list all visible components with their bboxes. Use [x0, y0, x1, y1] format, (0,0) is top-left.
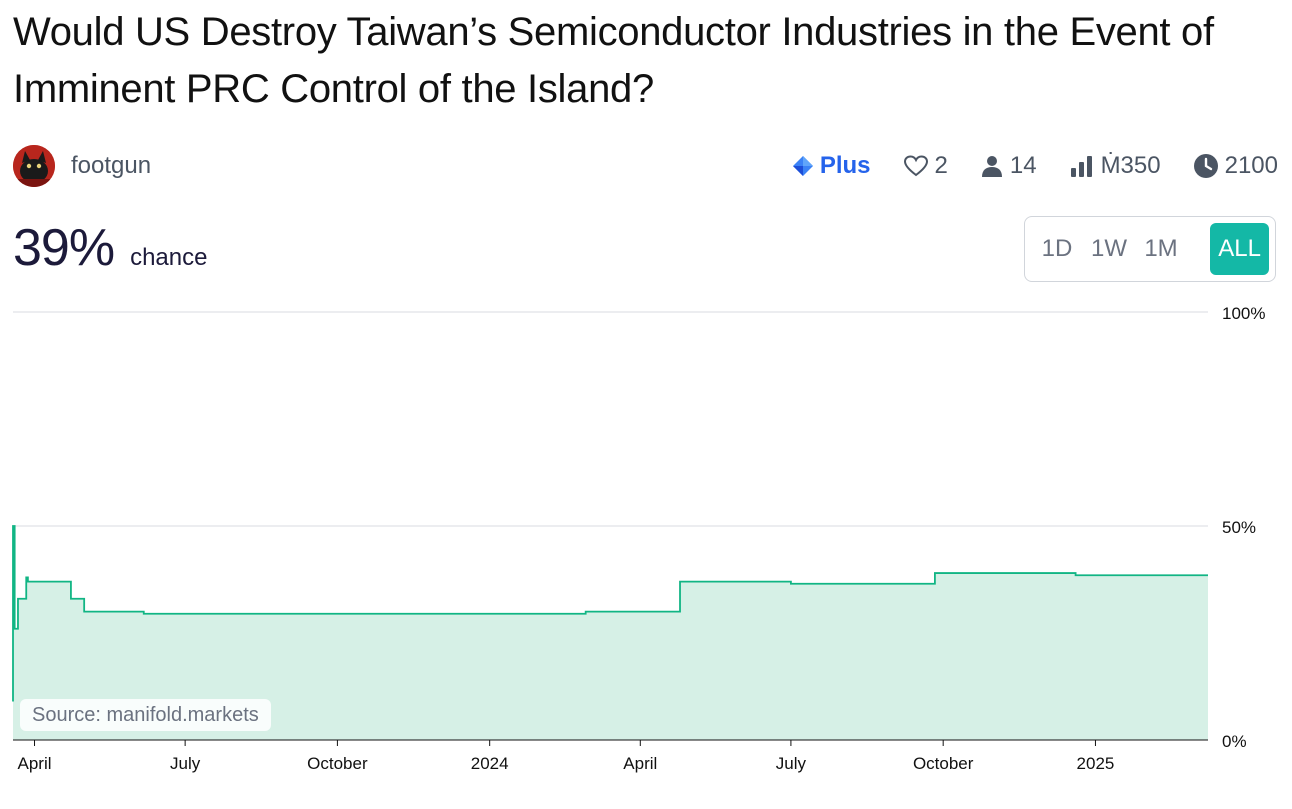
creator-name[interactable]: footgun [71, 152, 152, 179]
volume-stat[interactable]: Ṁ350 [1069, 152, 1161, 180]
probability-area [13, 526, 1208, 740]
x-tick-label: October [307, 754, 368, 773]
range-all-button[interactable]: ALL [1210, 223, 1269, 275]
volume-amount: Ṁ350 [1100, 152, 1161, 179]
market-title: Would US Destroy Taiwan’s Semiconductor … [13, 10, 1214, 111]
market-stats: Plus 2 14 Ṁ350 2100 [792, 147, 1278, 185]
cat-avatar-icon [13, 145, 55, 187]
probability-line [12, 525, 1208, 702]
bar-chart-icon [1070, 156, 1092, 177]
probability-chart[interactable]: 100% 50% 0% April July October 2024 April July Oc… [0, 290, 1292, 804]
x-tick-label: October [913, 754, 974, 773]
clock-icon [1193, 154, 1218, 178]
plus-badge[interactable]: Plus [792, 152, 871, 180]
creator-avatar[interactable] [13, 145, 55, 187]
x-tick-label: 2025 [1077, 754, 1115, 773]
range-1d-button[interactable]: 1D [1041, 235, 1073, 262]
probability-label: chance [130, 244, 208, 271]
likes-count: 2 [934, 152, 948, 179]
probability-value: 39% [13, 219, 115, 277]
x-tick-label: April [18, 754, 52, 773]
traders-stat[interactable]: 14 [980, 152, 1037, 180]
close-year: 2100 [1224, 152, 1278, 179]
range-1m-button[interactable]: 1M [1144, 235, 1178, 262]
user-icon [981, 156, 1002, 177]
probability-display: 39% chance [13, 218, 207, 278]
plus-label: Plus [819, 152, 871, 179]
x-tick-label: April [623, 754, 657, 773]
probability-chart-svg[interactable]: 100% 50% 0% April July October 2024 April July Oc… [0, 290, 1292, 804]
close-time-stat[interactable]: 2100 [1193, 152, 1278, 180]
y-tick-label: 100% [1222, 304, 1265, 323]
range-1w-button[interactable]: 1W [1091, 235, 1127, 262]
x-tick-label: 2024 [471, 754, 509, 773]
likes-stat[interactable]: 2 [903, 152, 948, 180]
y-tick-label: 0% [1222, 732, 1247, 751]
source-label: Source: manifold.markets [20, 699, 271, 731]
heart-icon [903, 155, 928, 177]
traders-count: 14 [1009, 152, 1037, 179]
creator-byline[interactable]: footgun [13, 145, 151, 187]
diamond-icon [792, 156, 813, 176]
x-tick-label: July [776, 754, 807, 773]
x-tick-label: July [170, 754, 201, 773]
y-tick-label: 50% [1222, 518, 1256, 537]
time-range-selector: 1D 1W 1M ALL [1024, 216, 1276, 282]
